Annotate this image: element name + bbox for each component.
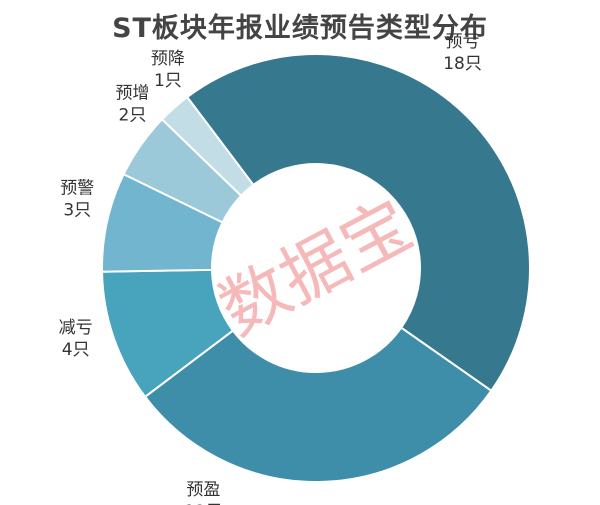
slice-value-label: 18只 bbox=[443, 54, 482, 74]
donut-slice bbox=[143, 326, 493, 483]
chart-title: ST板块年报业绩预告类型分布 bbox=[112, 13, 488, 44]
slice-value-label: 1只 bbox=[154, 71, 182, 91]
slice-value-label: 4只 bbox=[62, 340, 90, 360]
slice-value-label: 12只 bbox=[184, 502, 223, 505]
slice-category-label: 预盈 bbox=[186, 480, 220, 500]
watermark-text: 数据宝 bbox=[208, 186, 425, 352]
slice-category-label: 减亏 bbox=[59, 318, 93, 338]
slice-label: 减亏 4只 bbox=[59, 318, 93, 360]
donut-slice bbox=[160, 95, 255, 198]
slice-category-label: 预降 bbox=[151, 49, 185, 69]
slice-label: 预亏 18只 bbox=[443, 32, 482, 74]
slice-label: 预警 3只 bbox=[60, 178, 94, 220]
slice-category-label: 预亏 bbox=[446, 32, 480, 52]
slice-value-label: 3只 bbox=[63, 200, 91, 220]
slice-label: 预盈 12只 bbox=[184, 480, 223, 505]
slice-category-label: 预增 bbox=[115, 84, 149, 104]
slice-value-label: 2只 bbox=[119, 106, 147, 126]
donut-slice bbox=[185, 53, 531, 393]
slice-label: 预增 2只 bbox=[115, 84, 149, 126]
slice-category-label: 预警 bbox=[60, 178, 94, 198]
slice-label: 预降 1只 bbox=[151, 49, 185, 91]
